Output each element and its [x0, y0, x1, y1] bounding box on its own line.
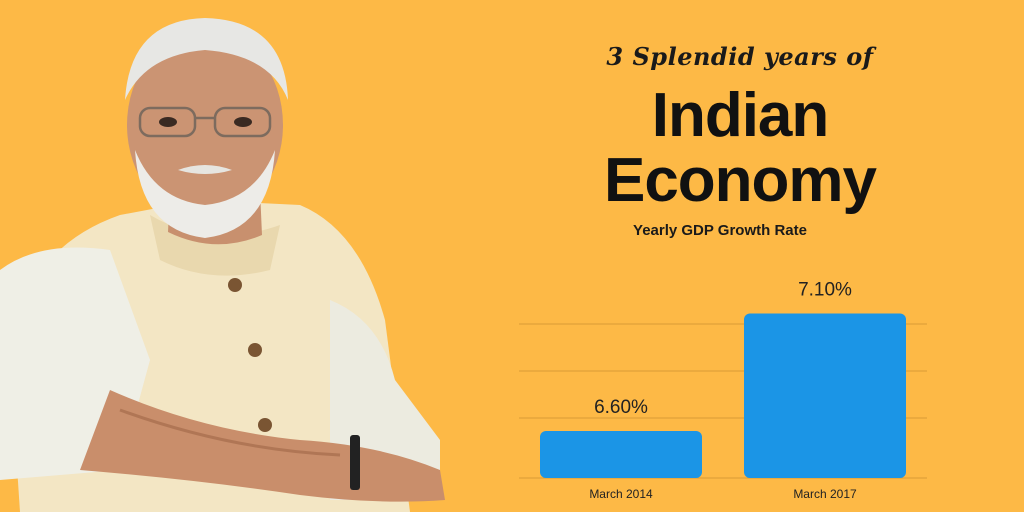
data-label-0: 6.60%	[594, 397, 648, 418]
category-label-0: March 2014	[589, 487, 653, 501]
portrait-image	[0, 18, 445, 512]
title-line-2: Economy	[603, 146, 877, 215]
bar-0	[540, 431, 702, 478]
chart-subtitle: Yearly GDP Growth Rate	[633, 222, 807, 239]
data-label-1: 7.10%	[798, 280, 852, 301]
bar-1	[744, 313, 906, 478]
kicker-text: 3 Splendid years of	[606, 42, 874, 71]
title-line-1: Indian	[651, 81, 830, 150]
category-label-1: March 2017	[793, 487, 857, 501]
gdp-bar-chart: 6.60% March 2014 7.10% March 2017	[519, 280, 927, 501]
